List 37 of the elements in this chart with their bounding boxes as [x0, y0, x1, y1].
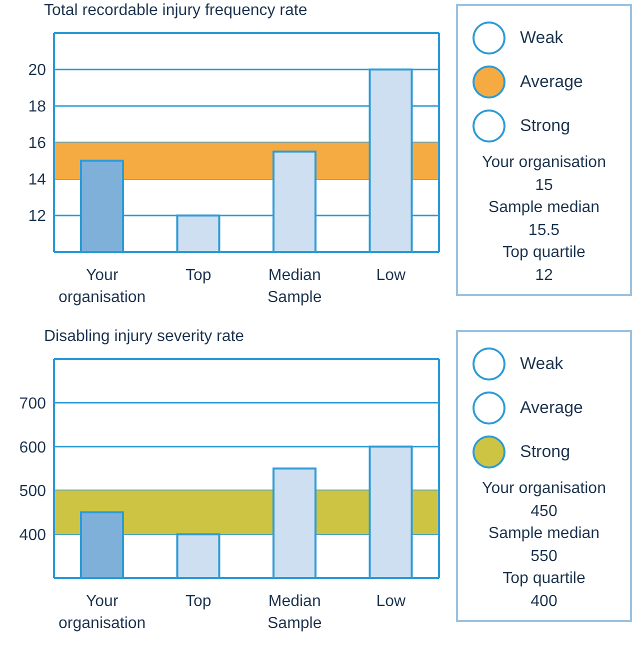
- y-tick-label: 600: [19, 439, 46, 456]
- text: Sample median: [487, 198, 601, 218]
- text: 15: [534, 176, 554, 196]
- chart-title: Disabling injury severity rate: [44, 328, 246, 347]
- text: 15.5: [527, 220, 561, 240]
- x-tick-label: Your organisation: [58, 267, 146, 306]
- category-label: Average: [520, 398, 584, 418]
- x-tick-label: Your organisation: [58, 593, 146, 632]
- text: Your organisation: [481, 479, 607, 499]
- y-tick-label: 14: [28, 172, 46, 189]
- text: 450: [530, 502, 558, 522]
- x-tick-label: Low: [376, 267, 406, 284]
- text: Your organisation: [481, 153, 607, 173]
- text: Top quartile: [502, 569, 586, 589]
- text: 550: [530, 546, 558, 566]
- text: Top quartile: [502, 243, 586, 263]
- x-tick-label: Median Sample: [268, 593, 322, 632]
- x-tick-label: Low: [376, 593, 406, 610]
- category-label: Strong: [520, 442, 570, 462]
- category-label: Strong: [520, 116, 570, 136]
- x-tick-label: Top: [185, 267, 212, 284]
- x-tick-label: Median Sample: [268, 267, 322, 306]
- text: 12: [534, 266, 554, 286]
- y-tick-label: 400: [19, 526, 46, 544]
- y-tick-label: 20: [28, 62, 46, 80]
- y-tick-label: 18: [28, 98, 46, 116]
- category-label: Weak: [520, 354, 564, 374]
- x-tick-label: Top: [185, 593, 212, 610]
- text: Sample median: [487, 524, 601, 544]
- category-label: Average: [520, 72, 584, 92]
- y-tick-label: 12: [28, 208, 46, 226]
- category-label: Weak: [520, 28, 564, 48]
- chart-title: Total recordable injury frequency rate: [44, 2, 308, 21]
- y-tick-label: 500: [19, 483, 46, 500]
- y-tick-label: 16: [28, 135, 46, 152]
- text: 400: [530, 592, 558, 612]
- y-tick-label: 700: [19, 395, 46, 412]
